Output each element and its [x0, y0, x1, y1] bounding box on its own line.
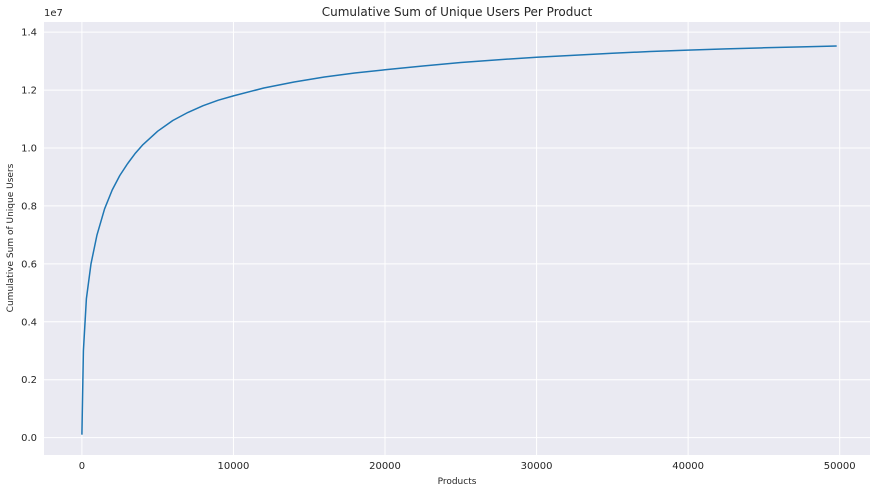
y-tick-label: 0.2	[21, 375, 37, 386]
y-tick-label: 0.8	[21, 201, 37, 212]
y-tick-label: 0.0	[21, 433, 37, 444]
x-tick-label: 40000	[672, 461, 704, 472]
x-tick-label: 10000	[218, 461, 250, 472]
x-axis-label: Products	[438, 477, 477, 487]
y-tick-label: 1.0	[21, 143, 37, 154]
x-tick-label: 50000	[824, 461, 856, 472]
series-line	[81, 45, 837, 435]
y-tick-labels: 0.0 0.2 0.4 0.6 0.8 1.0 1.2 1.4	[21, 28, 37, 444]
x-tick-labels: 0 10000 20000 30000 40000 50000	[79, 461, 856, 472]
y-tick-label: 0.6	[21, 259, 37, 270]
y-offset-label: 1e7	[44, 8, 63, 19]
x-tick-label: 20000	[369, 461, 401, 472]
y-axis-label: Cumulative Sum of Unique Users	[6, 163, 16, 312]
plot-background	[44, 22, 870, 455]
series-layer	[81, 45, 837, 435]
y-tick-label: 0.4	[21, 317, 37, 328]
x-tick-label: 0	[79, 461, 85, 472]
y-tick-label: 1.2	[21, 86, 37, 97]
grid	[44, 22, 870, 455]
y-tick-label: 1.4	[21, 28, 37, 39]
x-tick-label: 30000	[521, 461, 553, 472]
chart-title: Cumulative Sum of Unique Users Per Produ…	[322, 5, 593, 19]
